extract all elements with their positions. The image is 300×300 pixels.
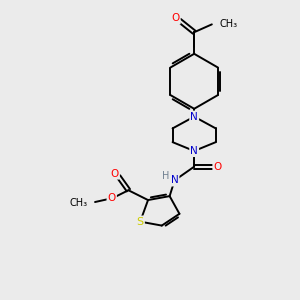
- Text: S: S: [136, 217, 144, 226]
- Text: CH₃: CH₃: [220, 20, 238, 29]
- Text: O: O: [110, 169, 119, 178]
- Text: N: N: [190, 146, 198, 156]
- Text: O: O: [171, 14, 180, 23]
- Text: N: N: [190, 112, 198, 122]
- Text: CH₃: CH₃: [69, 198, 87, 208]
- Text: O: O: [108, 193, 116, 203]
- Text: O: O: [214, 162, 222, 172]
- Text: H: H: [162, 172, 169, 182]
- Text: N: N: [171, 176, 178, 185]
